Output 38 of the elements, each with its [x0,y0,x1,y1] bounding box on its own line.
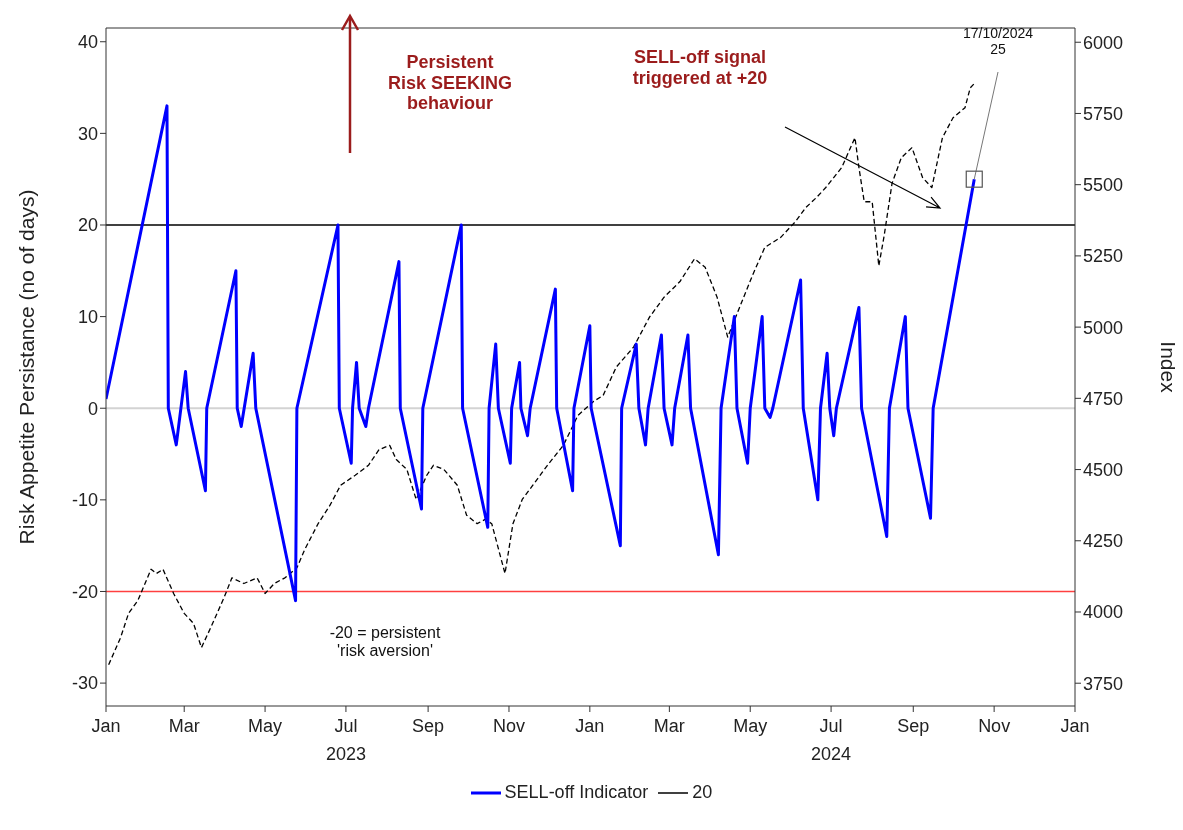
y-axis-title: Risk Appetite Persistance (no of days) [15,189,38,545]
x-tick-label: Nov [492,716,525,736]
y2-tick-label: 3750 [1083,673,1124,694]
y-tick-label: -30 [71,673,98,694]
x-tick-label: Mar [168,716,200,736]
y2-tick-label: 4500 [1083,459,1124,480]
x-tick-label: Sep [412,716,445,736]
y-tick-label: 20 [77,215,98,236]
x-tick-label: May [733,716,768,736]
x-tick-label: Sep [897,716,930,736]
y-tick-label: -10 [71,490,98,511]
y2-tick-label: 5500 [1083,175,1124,196]
y2-tick-label: 6000 [1083,32,1124,53]
x-tick-label: Mar [653,716,685,736]
x-tick-label: Nov [978,716,1011,736]
y2-tick-label: 5750 [1083,103,1124,124]
y2-tick-label: 4000 [1083,602,1124,623]
y-tick-label: 10 [77,307,98,327]
y2-tick-label: 4250 [1083,531,1124,552]
x-tick-label: Jul 2024 [811,716,852,764]
annotation: -20 = persistent 'risk aversion' [329,624,441,660]
y-tick-label: 40 [77,32,98,53]
x-tick-label: Jul 2023 [325,716,366,764]
x-tick-label: Jan [91,716,121,736]
legend-label: SELL-off Indicator [504,782,649,803]
x-tick-label: May [248,716,283,736]
annotation: 17/10/2024 25 [962,25,1034,58]
y-tick-label: 0 [87,398,98,419]
y2-tick-label: 4750 [1083,388,1124,409]
x-tick-label: Jan [575,716,605,736]
annotation: SELL-off signal triggered at +20 [632,47,768,88]
annotation: Persistent Risk SEEKING behaviour [387,52,513,114]
y2-tick-label: 5250 [1083,246,1124,267]
y-tick-label: -20 [71,581,98,602]
y-tick-label: 30 [77,123,98,144]
y2-tick-label: 5000 [1083,317,1124,338]
legend-label: 20 [692,782,713,803]
x-tick-label: Jan [1060,716,1090,736]
